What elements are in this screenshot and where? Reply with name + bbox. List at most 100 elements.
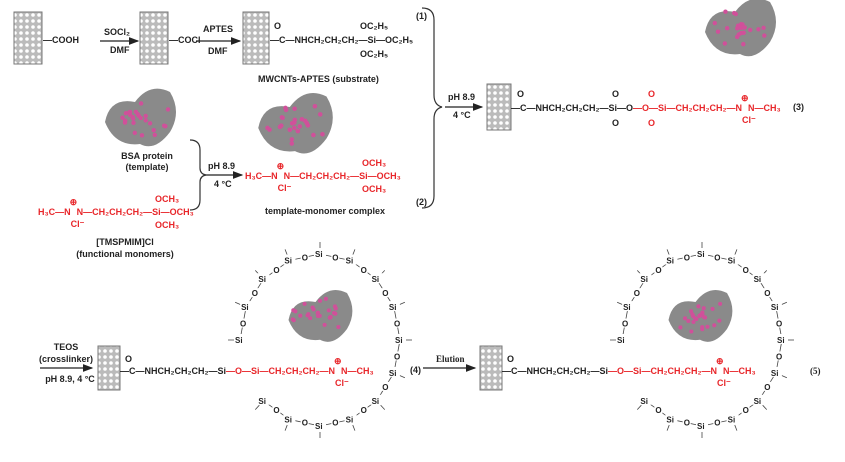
methyl-tail-wrap: ⊕ Cl⁻ N—CH₃ [716, 357, 756, 388]
nanotube-icon [13, 11, 43, 65]
oxygen-atom: O [332, 419, 338, 428]
methyl-stub [380, 404, 386, 410]
nanotube-icon [242, 11, 270, 65]
oxygen-atom: O [394, 320, 400, 329]
imidazolium-plus: ⊕ [741, 93, 749, 103]
methoxy-bottom: OCH₃ [155, 220, 180, 230]
monomer-chain: —O—Si—CH₂CH₂CH₂—N [608, 366, 717, 376]
substrate-chain: —C—NHCH₂CH₂CH₂—Si [502, 366, 608, 376]
silicon-atom: Si [640, 275, 648, 284]
nanotube-icon [486, 83, 512, 131]
methyl-tail: N—CH₃ [723, 366, 756, 376]
complex-methyl-n: H₃C—N [245, 171, 278, 181]
silicon-atom: Si [284, 257, 292, 266]
product-4-structure: —C—NHCH₂CH₂CH₂—Si —O—Si—CH₂CH₂CH₂—N ⊕ Cl… [120, 357, 374, 388]
oxygen-atom: O [743, 266, 749, 275]
methyl-stub [399, 374, 406, 379]
silicon-atom: Si [640, 397, 648, 406]
oxygen-atom: O [382, 289, 388, 298]
equation-number-4: (4) [410, 365, 421, 375]
oxygen-atom: O [764, 383, 770, 392]
silicon-atom: Si [666, 415, 674, 424]
oxygen-atom: O [382, 383, 388, 392]
substrate-chain: —C—NHCH₂CH₂CH₂—Si—O [511, 103, 633, 113]
silicon-atom: Si [728, 257, 736, 266]
reagent-socl2: SOCl₂ [104, 27, 131, 37]
condition-temp: 4 °C [214, 179, 232, 189]
methyl-stub [781, 374, 788, 379]
silicon-atom: Si [346, 257, 354, 266]
chloride-ion: Cl⁻ [277, 183, 292, 193]
imidazolium-plus: ⊕ [69, 197, 78, 207]
imidazolium-plus: ⊕ [276, 161, 285, 171]
methyl-stub [254, 404, 260, 410]
substrate-chain: —C—NHCH₂CH₂CH₂—Si [120, 366, 226, 376]
monomer-sublabel: (functional monomers) [76, 249, 174, 259]
silicon-atom: Si [623, 303, 631, 312]
condition-crosslinker: (crosslinker) [38, 354, 94, 364]
carbonyl-oxygen: O [517, 89, 525, 99]
oxygen-atom: O [776, 352, 782, 361]
methyl-stub [616, 301, 623, 306]
methyl-stub [666, 249, 670, 256]
oxygen-atom: O [684, 253, 690, 262]
silicon-atom: Si [666, 257, 674, 266]
oxygen-atom: O [361, 406, 367, 415]
methyl-tail-wrap: ⊕ Cl⁻ N—CH₃ [334, 357, 374, 388]
complex-chain-wrap: ⊕ Cl⁻ N—CH₂CH₂CH₂—Si—OCH₃ [277, 162, 401, 193]
cooh-group: —COOH [43, 35, 79, 45]
condition-ph: pH 8.9 [448, 92, 476, 102]
protein-icon [288, 290, 353, 342]
condition-temp: 4 °C [453, 110, 471, 120]
carbonyl-oxygen: O [507, 354, 515, 364]
oxygen-atom: O [776, 320, 782, 329]
solvent-dmf: DMF [110, 45, 130, 55]
oxygen-atom: O [394, 352, 400, 361]
oxygen-atom: O [332, 253, 338, 262]
oxygen-atom: O [655, 406, 661, 415]
methyl-stub [352, 424, 356, 431]
methyl-tail-wrap: ⊕ Cl⁻ N—CH₃ [741, 94, 781, 125]
si-oxygen-top: O [648, 89, 656, 99]
methyl-stub [734, 424, 738, 431]
monomer-structure: H₃C—N ⊕ Cl⁻ N—CH₂CH₂CH₂—Si—OCH₃ [38, 198, 194, 229]
silicon-atom: Si [389, 369, 397, 378]
methyl-stub [734, 249, 738, 256]
silicon-atom: Si [284, 415, 292, 424]
methyl-stub [352, 249, 356, 256]
silicon-atom: Si [777, 336, 785, 345]
methyl-stub [399, 301, 406, 306]
nanotube-icon [139, 11, 169, 65]
protein-icon [668, 290, 733, 342]
silicon-atom: Si [258, 275, 266, 284]
oxygen-atom: O [655, 266, 661, 275]
oxygen-atom: O [252, 289, 258, 298]
si-oxygen-top: O [612, 89, 620, 99]
oxygen-atom: O [302, 419, 308, 428]
carbonyl-oxygen: O [125, 354, 133, 364]
oxygen-atom: O [622, 320, 628, 329]
oxygen-atom: O [361, 266, 367, 275]
si-oxygen-bottom: O [612, 118, 620, 128]
si-oxygen-bottom: O [648, 118, 656, 128]
silicon-atom: Si [697, 250, 705, 259]
oxygen-atom: O [273, 406, 279, 415]
carbonyl-oxygen: O [274, 21, 282, 31]
silicon-atom: Si [754, 275, 762, 284]
methyl-stub [666, 424, 670, 431]
silicon-atom: Si [771, 369, 779, 378]
silicon-atom: Si [697, 422, 705, 431]
brace-icon [189, 139, 207, 211]
silicon-atom: Si [258, 397, 266, 406]
chloride-ion: Cl⁻ [742, 115, 756, 125]
silicon-atom: Si [771, 303, 779, 312]
methyl-stub [762, 404, 768, 410]
monomer-chain: —O—Si—CH₂CH₂CH₂—N [633, 103, 742, 113]
oxygen-atom: O [764, 289, 770, 298]
product-5-structure: —C—NHCH₂CH₂CH₂—Si —O—Si—CH₂CH₂CH₂—N ⊕ Cl… [502, 357, 756, 388]
monomer-label: [TMSPMIM]Cl [96, 237, 154, 247]
equation-number-2: (2) [416, 197, 427, 207]
